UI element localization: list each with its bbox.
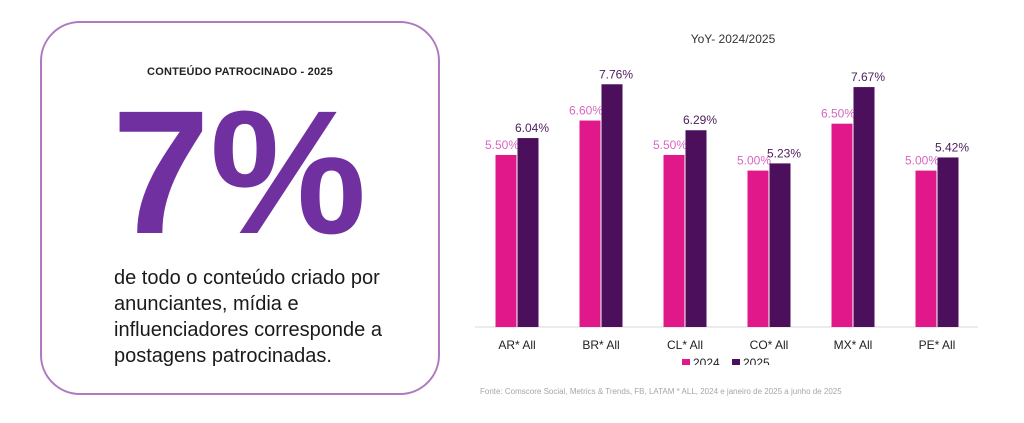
data-label: 5.50%	[485, 138, 519, 152]
bar-2024-br	[579, 120, 601, 327]
data-label: 5.23%	[767, 146, 801, 160]
data-label: 5.00%	[737, 154, 771, 168]
bar-2024-co	[747, 170, 769, 327]
bar-2025-mx	[853, 87, 875, 327]
card-label: CONTEÚDO PATROCINADO - 2025	[147, 66, 333, 78]
bar-2025-ar	[517, 138, 539, 327]
bar-2025-cl	[685, 130, 707, 327]
bar-2025-br	[601, 84, 623, 328]
bar-2025-pe	[937, 157, 959, 327]
x-tick-label: MX* All	[834, 338, 873, 352]
data-label: 6.29%	[683, 113, 717, 127]
data-label: 7.67%	[851, 70, 885, 84]
legend-swatch-2025	[732, 359, 740, 365]
bar-2024-cl	[663, 154, 685, 327]
data-label: 5.42%	[935, 140, 969, 154]
x-tick-label: AR* All	[498, 338, 535, 352]
bar-2024-ar	[495, 154, 517, 327]
sponsored-content-card: CONTEÚDO PATROCINADO - 2025 7% de todo o…	[40, 21, 440, 395]
x-tick-label: CO* All	[750, 338, 789, 352]
x-tick-label: BR* All	[582, 338, 619, 352]
x-tick-label: PE* All	[919, 338, 956, 352]
legend-swatch-2024	[682, 359, 690, 365]
data-label: 5.00%	[905, 154, 939, 168]
chart-title: YoY- 2024/2025	[691, 32, 776, 46]
bar-2024-pe	[915, 170, 937, 327]
yoy-bar-chart: YoY- 2024/2025 5.50% 6.04% AR* All 6.60% 7.7…	[475, 32, 978, 365]
data-label: 6.60%	[569, 104, 603, 118]
data-label: 6.04%	[515, 121, 549, 135]
data-label: 5.50%	[653, 138, 687, 152]
bar-2024-mx	[831, 123, 853, 328]
legend-label: 2024	[693, 356, 720, 365]
data-label: 7.76%	[599, 67, 633, 81]
data-label: 6.50%	[821, 107, 855, 121]
card-description: de todo o conteúdo criado por anunciante…	[114, 267, 382, 367]
bar-2025-co	[769, 163, 791, 327]
legend-label: 2025	[743, 356, 770, 365]
big-stat: 7%	[112, 75, 367, 271]
x-tick-label: CL* All	[667, 338, 703, 352]
source-note: Fonte: Comscore Social, Metrics & Trends…	[480, 387, 842, 396]
